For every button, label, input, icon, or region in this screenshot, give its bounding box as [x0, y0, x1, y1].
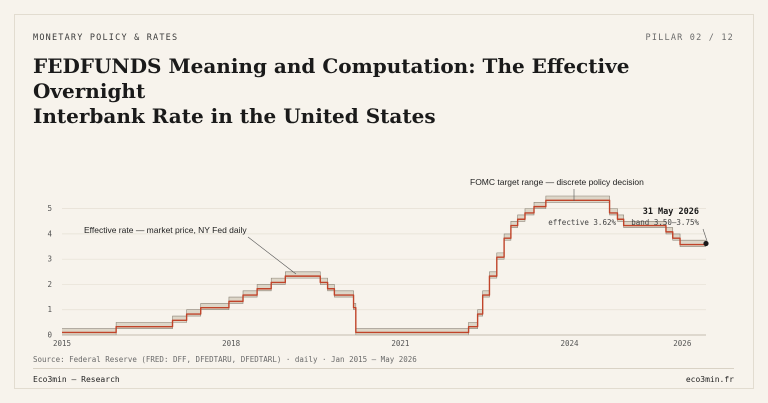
x-tick-label: 2021 — [391, 339, 409, 348]
site-link[interactable]: eco3min.fr — [685, 375, 734, 384]
target-band-step — [482, 290, 490, 298]
effective-rate-leader — [247, 236, 297, 275]
target-band-step — [510, 221, 518, 228]
y-tick-label: 4 — [47, 229, 52, 238]
chart-title-line-1: FEDFUNDS Meaning and Computation: The Ef… — [33, 54, 630, 103]
y-tick-label: 2 — [47, 280, 52, 289]
chart-annotations: Effective rate — market price, NY Fed da… — [84, 177, 708, 275]
brand-label: Eco3min — Research — [33, 375, 120, 384]
target-band-step — [672, 233, 681, 241]
target-band-upper — [62, 195, 706, 329]
target-band-step — [257, 284, 272, 291]
effective-rate-label: Effective rate — market price, NY Fed da… — [84, 225, 247, 235]
target-band-step — [504, 233, 511, 241]
target-band-step — [477, 309, 483, 317]
target-band-step — [609, 208, 618, 215]
target-band-step — [334, 290, 354, 298]
target-band-step — [116, 322, 173, 329]
section-kicker: MONETARY POLICY & RATES — [33, 33, 179, 43]
target-band-step — [186, 309, 201, 317]
target-band-step — [680, 240, 706, 247]
source-note: Source: Federal Reserve (FRED: DFF, DFED… — [33, 355, 417, 364]
chart-title: FEDFUNDS Meaning and Computation: The Ef… — [33, 54, 733, 129]
target-band-step — [271, 278, 286, 285]
target-band-step — [285, 271, 321, 279]
y-tick-label: 0 — [47, 331, 52, 340]
target-band-step — [243, 290, 258, 298]
end-date-label: 31 May 2026 — [643, 207, 699, 217]
x-tick-label: 2018 — [222, 339, 241, 348]
end-point-marker — [703, 240, 709, 247]
y-tick-label: 5 — [47, 204, 52, 213]
target-band-step — [353, 303, 356, 310]
footer-divider — [33, 368, 734, 369]
target-band-step — [617, 214, 624, 222]
x-tick-label: 2026 — [673, 339, 692, 348]
target-band-step — [534, 202, 546, 209]
target-band-step — [228, 297, 244, 304]
target-band-step — [623, 221, 666, 228]
end-point-leader — [702, 228, 708, 242]
effective-rate-series — [62, 199, 709, 334]
target-band-step — [200, 303, 229, 310]
target-band-step — [172, 316, 187, 323]
target-band-step — [496, 252, 505, 260]
target-band-label: FOMC target range — discrete policy deci… — [470, 177, 644, 187]
target-band-step — [320, 278, 328, 285]
x-tick-label: 2024 — [560, 339, 579, 348]
target-band-step — [489, 271, 497, 279]
y-tick-label: 3 — [47, 255, 52, 264]
chart-title-line-2: Interbank Rate in the United States — [33, 104, 436, 128]
end-band-label: band 3.50–3.75% — [631, 218, 699, 227]
pillar-counter: PILLAR 02 / 12 — [645, 33, 734, 43]
target-band-step — [517, 214, 525, 222]
y-tick-label: 1 — [47, 305, 52, 314]
target-band-step — [524, 208, 535, 215]
target-band-step — [468, 322, 478, 329]
target-band-step — [327, 284, 335, 291]
card-frame — [14, 14, 754, 389]
chart-axes: 0 1 2 3 4 5 2015 2018 2021 2024 2026 — [47, 204, 706, 348]
target-band-step — [545, 196, 610, 203]
x-tick-label: 2015 — [53, 339, 71, 348]
end-effective-label: effective 3.62% — [548, 218, 616, 227]
target-band-step — [665, 227, 673, 234]
effective-rate-line — [62, 199, 706, 334]
target-band — [62, 195, 706, 336]
